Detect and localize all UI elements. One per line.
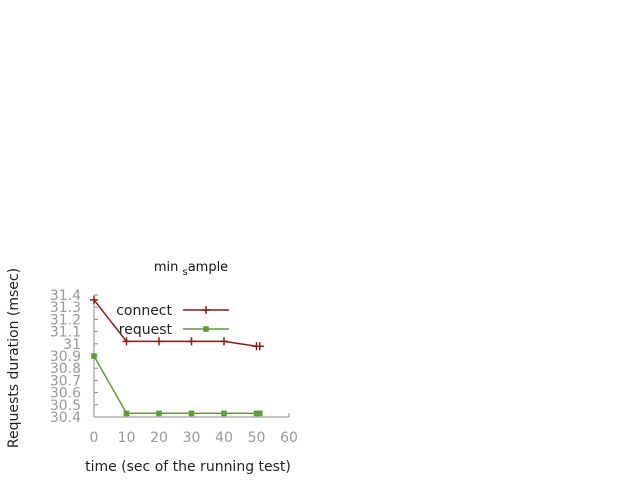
chart-legend: connect request xyxy=(116,303,229,338)
x-axis-label: time (sec of the running test) xyxy=(85,459,291,475)
y-tick-label: 30.7 xyxy=(50,373,81,389)
series-request xyxy=(91,353,263,417)
request-point xyxy=(221,410,227,417)
y-tick-label: 31.1 xyxy=(50,325,81,341)
connect-point xyxy=(122,337,131,346)
request-point xyxy=(123,410,130,417)
connect-point xyxy=(255,342,264,351)
chart-axes: 0 10 20 30 40 50 6030.430.530.630.730.830.9313… xyxy=(50,288,298,446)
y-tick-label: 31.2 xyxy=(50,312,81,328)
y-tick-label: 30.5 xyxy=(50,398,81,414)
connect-point xyxy=(187,337,196,346)
y-tick-label: 31.4 xyxy=(50,288,81,304)
chart-title: min sample xyxy=(154,260,228,278)
request-point xyxy=(188,410,195,417)
request-line xyxy=(93,355,260,415)
y-tick-label: 30.4 xyxy=(50,410,81,426)
legend-label-request: request xyxy=(119,322,173,338)
x-tick-label: 40 xyxy=(215,430,233,446)
x-tick-label: 10 xyxy=(118,430,136,446)
chart-series xyxy=(90,295,264,417)
x-tick-label: 0 xyxy=(90,430,99,446)
legend-label-connect: connect xyxy=(116,303,172,319)
series-connect xyxy=(90,295,264,351)
y-tick-label: 31 xyxy=(63,337,81,353)
connect-point xyxy=(155,337,163,346)
x-tick-label: 20 xyxy=(150,430,168,446)
y-tick-label: 30.8 xyxy=(50,361,81,377)
request-point xyxy=(203,326,209,332)
x-tick-label: 30 xyxy=(183,430,201,446)
request-point xyxy=(256,410,263,417)
request-point xyxy=(91,353,97,359)
connect-point xyxy=(90,295,98,304)
y-tick-label: 30.9 xyxy=(50,349,81,365)
connect-point xyxy=(220,337,228,346)
x-tick-label: 60 xyxy=(280,430,298,446)
y-tick-label: 30.6 xyxy=(50,386,81,402)
connect-point xyxy=(202,306,210,314)
x-tick-label: 50 xyxy=(248,430,266,446)
y-tick-label: 31.3 xyxy=(50,300,81,316)
request-point xyxy=(253,410,260,417)
request-point xyxy=(156,410,162,417)
y-axis-label: Requests duration (msec) xyxy=(6,268,22,448)
